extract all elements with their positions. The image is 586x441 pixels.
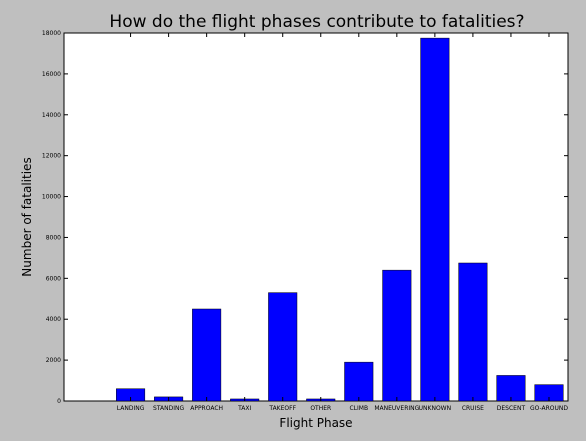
y-tick-label: 6000 xyxy=(46,275,61,282)
bar-cruise xyxy=(458,262,488,402)
x-tick-label: DESCENT xyxy=(497,405,526,412)
bar-approach xyxy=(192,308,222,402)
x-tick-label: APPROACH xyxy=(190,405,223,412)
chart-title: How do the flight phases contribute to f… xyxy=(109,12,524,32)
y-tick-label: 8000 xyxy=(46,234,61,241)
x-axis: LANDING STANDING APPROACH TAXI TAKEOFF OTHER C… xyxy=(117,33,568,412)
x-tick-label: UNKNOWN xyxy=(419,405,451,412)
y-axis-label: Number of fatalities xyxy=(20,157,34,276)
x-tick-label: STANDING xyxy=(153,405,184,412)
x-tick-label: CLIMB xyxy=(349,405,368,412)
y-tick-label: 4000 xyxy=(46,316,61,323)
bars xyxy=(116,37,564,402)
bar-takeoff xyxy=(268,292,298,402)
bar-maneuvering xyxy=(382,269,412,402)
plot-area xyxy=(63,32,569,402)
x-tick-label: CRUISE xyxy=(462,405,484,412)
y-tick-label: 16000 xyxy=(42,71,61,78)
x-tick-label: TAXI xyxy=(237,405,251,412)
bar-descent xyxy=(496,375,526,402)
x-tick-label: GO-AROUND xyxy=(530,405,568,412)
x-tick-label: OTHER xyxy=(310,405,331,412)
y-tick-label: 12000 xyxy=(42,153,61,160)
y-tick-label: 10000 xyxy=(42,194,61,201)
y-tick-label: 14000 xyxy=(42,112,61,119)
y-tick-label: 18000 xyxy=(42,30,61,37)
x-tick-label: LANDING xyxy=(117,405,145,412)
x-axis-label: Flight Phase xyxy=(279,416,352,430)
bar-unknown xyxy=(420,37,450,402)
y-tick-label: 2000 xyxy=(46,357,61,364)
bar-climb xyxy=(344,361,374,402)
x-tick-label: MANEUVERING xyxy=(374,405,419,412)
x-tick-label: TAKEOFF xyxy=(268,405,296,412)
y-tick-label: 0 xyxy=(57,398,61,405)
y-axis: 0 2000 4000 6000 8000 10000 12000 14000 16000 180… xyxy=(42,30,568,405)
